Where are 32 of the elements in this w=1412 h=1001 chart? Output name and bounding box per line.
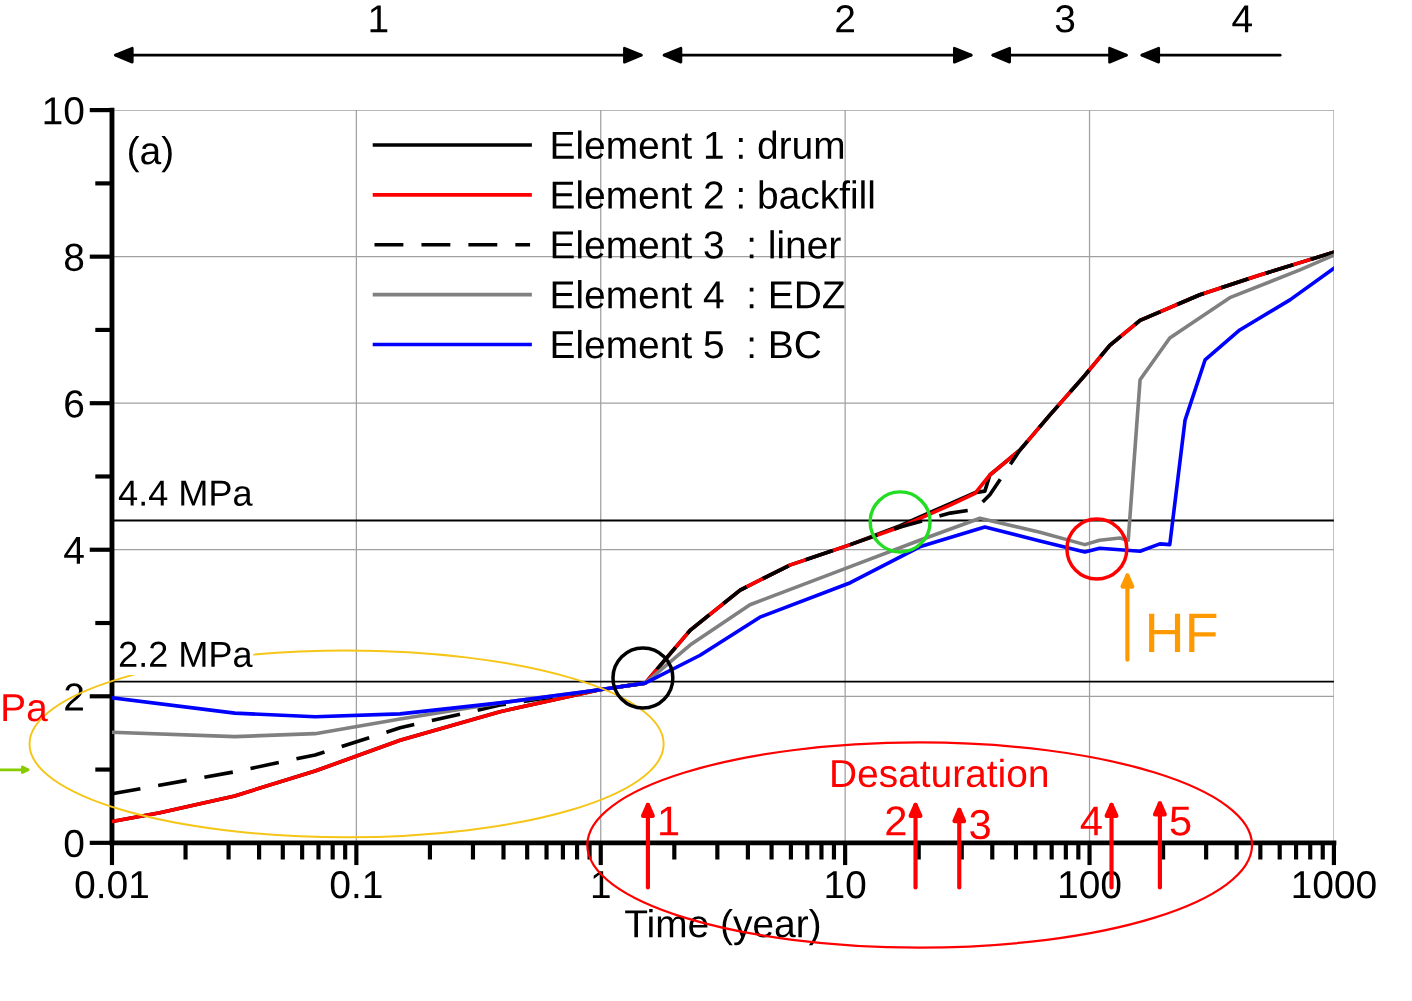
- annotation: 1: [660, 806, 679, 836]
- text: 4: [1232, 5, 1252, 33]
- annotation: HF: [1149, 613, 1217, 653]
- x-tick-label: 0.1: [330, 870, 382, 899]
- x-tick-label: 1: [592, 871, 610, 899]
- legend-label: Element 3 : liner: [552, 230, 841, 259]
- annotation: 5: [1170, 806, 1191, 836]
- x-tick-label: 10: [826, 870, 866, 899]
- y-tick-label: 10: [44, 97, 84, 125]
- text: 3: [1055, 5, 1075, 33]
- x-tick-label: 0.01: [75, 870, 148, 899]
- y-tick-label: 8: [64, 243, 84, 272]
- y-tick-label: 4: [64, 537, 84, 564]
- ref-line-label: 2.2 MPa: [119, 641, 253, 668]
- legend-label: Element 4 : EDZ: [552, 280, 845, 309]
- text: 2: [836, 5, 854, 33]
- legend-label: Element 1 : drum: [552, 130, 844, 160]
- annotation: 4: [1080, 806, 1102, 836]
- annotation: (a): [129, 135, 172, 173]
- text: 1: [370, 5, 388, 33]
- annotation: 2: [886, 806, 906, 836]
- annotation: 3: [970, 809, 990, 840]
- text: Pa: [3, 694, 48, 722]
- y-tick-label: 6: [65, 390, 84, 418]
- ref-line-label: 4.4 MPa: [118, 480, 253, 506]
- legend-label: Element 5 : BC: [552, 329, 821, 359]
- x-axis-title: Time (year): [625, 908, 820, 946]
- x-tick-label: 100: [1060, 870, 1121, 899]
- x-tick-label: 1000: [1293, 870, 1376, 899]
- annotation: Desaturation: [832, 758, 1047, 788]
- legend-label: Element 2 : backfill: [552, 180, 874, 209]
- y-tick-label: 0: [64, 829, 84, 858]
